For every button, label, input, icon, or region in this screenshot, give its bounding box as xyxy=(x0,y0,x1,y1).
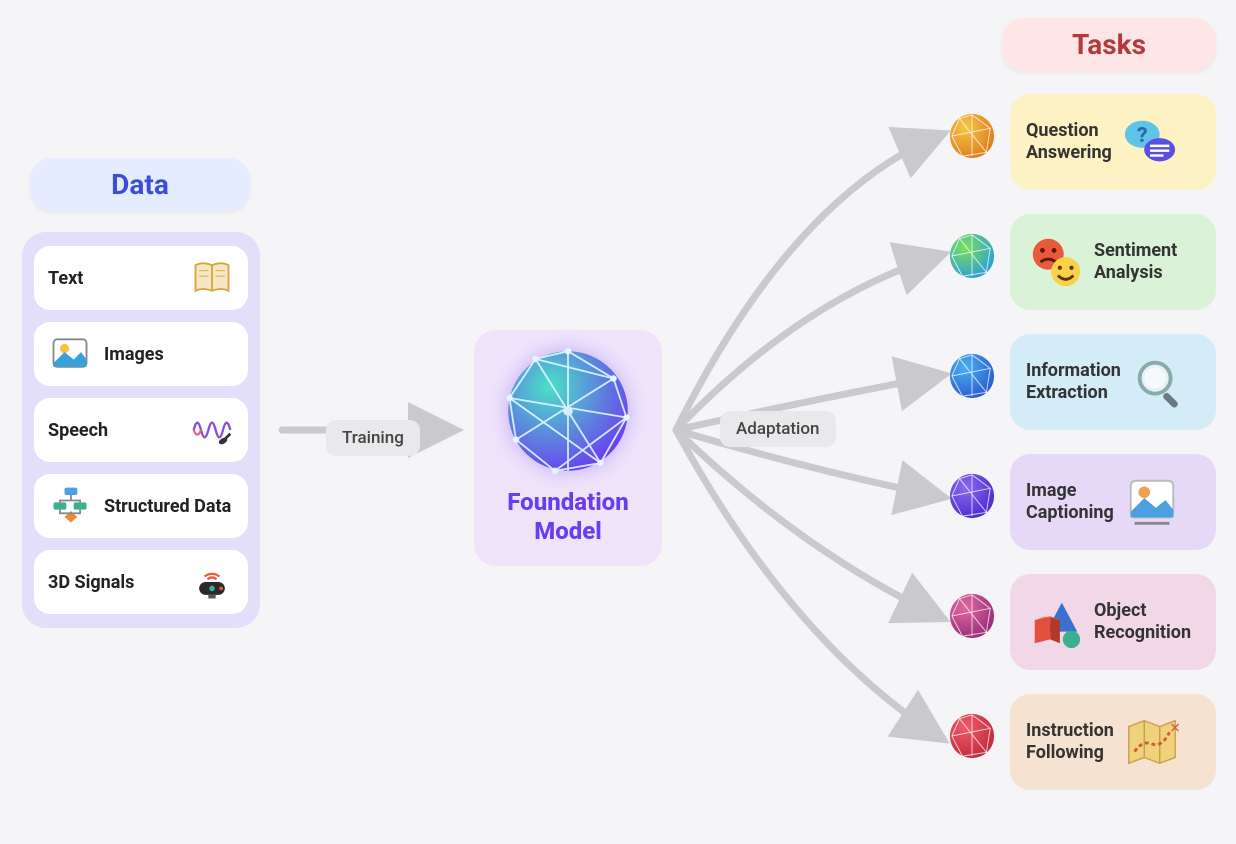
picture-icon xyxy=(48,332,92,376)
data-item-label: Speech xyxy=(48,420,178,441)
task-card-2: InformationExtraction xyxy=(1010,334,1216,430)
task-card-4: ObjectRecognition xyxy=(1010,574,1216,670)
sensor-icon xyxy=(190,560,234,604)
data-item-picture: Images xyxy=(34,322,248,386)
task-card-5: InstructionFollowing ✕ xyxy=(1010,694,1216,790)
data-item-book: Text xyxy=(34,246,248,310)
waveform-icon xyxy=(190,408,234,452)
map-icon: ✕ xyxy=(1122,712,1182,772)
tasks-header: Tasks xyxy=(1002,18,1216,71)
task-label: ImageCaptioning xyxy=(1026,480,1114,525)
training-label: Training xyxy=(326,420,420,456)
task-sphere-5 xyxy=(948,712,996,760)
data-item-label: Images xyxy=(104,344,234,365)
task-card-3: ImageCaptioning xyxy=(1010,454,1216,550)
task-card-1: SentimentAnalysis xyxy=(1010,214,1216,310)
adaptation-label: Adaptation xyxy=(720,411,836,447)
task-sphere-4 xyxy=(948,592,996,640)
foundation-model-label: Foundation Model xyxy=(494,488,642,546)
data-item-flowchart: Structured Data xyxy=(34,474,248,538)
data-item-label: Structured Data xyxy=(104,496,234,517)
book-icon xyxy=(190,256,234,300)
svg-text:?: ? xyxy=(1137,123,1148,148)
caption-icon xyxy=(1122,472,1182,532)
foundation-model-box: Foundation Model xyxy=(474,330,662,566)
foundation-sphere-icon xyxy=(503,346,633,476)
task-sphere-2 xyxy=(948,352,996,400)
task-label: QuestionAnswering xyxy=(1026,120,1112,165)
task-sphere-3 xyxy=(948,472,996,520)
data-item-sensor: 3D Signals xyxy=(34,550,248,614)
data-header-label: Data xyxy=(111,168,169,201)
sentiment-icon xyxy=(1026,232,1086,292)
svg-text:✕: ✕ xyxy=(1169,720,1180,736)
tasks-header-label: Tasks xyxy=(1072,28,1146,61)
task-label: InstructionFollowing xyxy=(1026,720,1114,765)
task-sphere-0 xyxy=(948,112,996,160)
data-item-label: 3D Signals xyxy=(48,572,178,593)
task-sphere-1 xyxy=(948,232,996,280)
flowchart-icon xyxy=(48,484,92,528)
shapes-icon xyxy=(1026,592,1086,652)
data-item-waveform: Speech xyxy=(34,398,248,462)
data-column: Text Images Speech Structured Data 3D Signal… xyxy=(22,232,260,628)
task-label: ObjectRecognition xyxy=(1094,600,1191,645)
magnifier-icon xyxy=(1129,352,1189,412)
task-label: InformationExtraction xyxy=(1026,360,1121,405)
qa-icon: ? xyxy=(1120,112,1180,172)
data-header: Data xyxy=(30,158,250,211)
data-item-label: Text xyxy=(48,268,178,289)
task-card-0: QuestionAnswering? xyxy=(1010,94,1216,190)
task-label: SentimentAnalysis xyxy=(1094,240,1177,285)
